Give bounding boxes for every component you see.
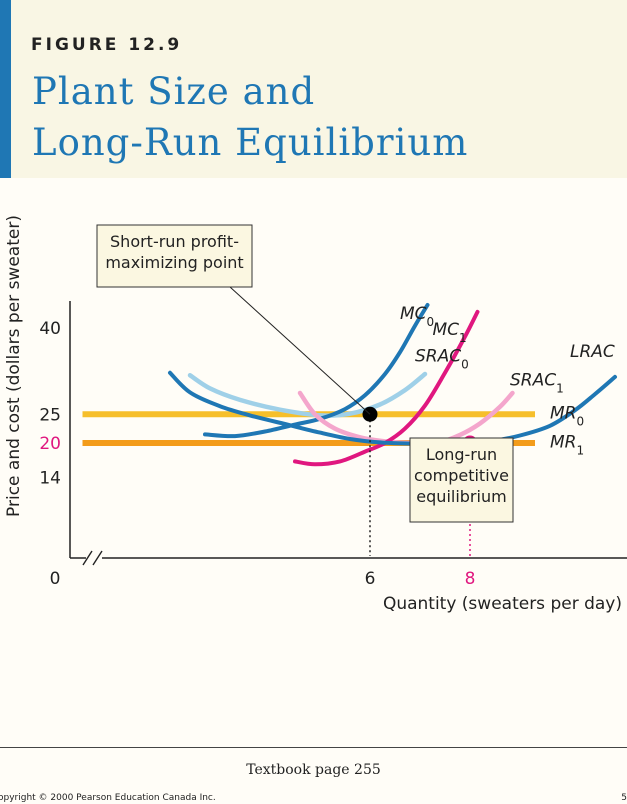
figure-header: FIGURE 12.9 Plant Size and Long-Run Equi… xyxy=(0,0,627,178)
lrac-label: LRAC xyxy=(570,342,615,362)
figure-title-line-2: Long-Run Equilibrium xyxy=(32,121,469,164)
page-number: 5 xyxy=(621,793,627,803)
tick-labels: 40 25 20 14 0 6 8 xyxy=(39,319,475,589)
y-tick-20: 20 xyxy=(39,434,61,454)
x-tick-0: 0 xyxy=(50,569,61,589)
mc1-label: MC1 xyxy=(433,320,467,345)
x-tick-8: 8 xyxy=(465,569,476,589)
long-run-callout-text: competitive xyxy=(414,466,509,485)
footer-divider xyxy=(0,747,627,748)
mr0-label: MR0 xyxy=(550,403,584,428)
y-tick-40: 40 xyxy=(39,319,61,339)
lrac-curve xyxy=(168,370,617,446)
axis-break-mark xyxy=(92,550,103,566)
long-run-callout-text: Long-run xyxy=(426,445,497,464)
y-tick-25: 25 xyxy=(39,405,61,425)
textbook-page-reference: Textbook page 255 xyxy=(246,762,381,778)
x-axis-label: Quantity (sweaters per day) xyxy=(383,594,622,614)
long-run-callout: Long-run competitive equilibrium xyxy=(409,437,514,523)
short-run-callout-text: Short-run profit- xyxy=(110,232,239,251)
figure-title: Plant Size and Long-Run Equilibrium xyxy=(32,66,468,168)
y-axis-label: Price and cost (dollars per sweater) xyxy=(4,215,24,517)
callouts: Short-run profit-maximizing point Long-ru… xyxy=(96,224,514,523)
srac1-label: SRAC1 xyxy=(510,371,564,396)
long-run-callout-text: equilibrium xyxy=(416,487,506,506)
figure-number: FIGURE 12.9 xyxy=(31,35,183,55)
mc1-curve xyxy=(293,309,480,467)
x-tick-6: 6 xyxy=(365,569,376,589)
short-run-callout-leader xyxy=(229,286,371,415)
short-run-callout: Short-run profit-maximizing point xyxy=(96,224,371,415)
curves xyxy=(82,303,617,467)
long-run-callout-box xyxy=(409,437,514,523)
srac0-label: SRAC0 xyxy=(415,346,469,371)
figure-title-line-1: Plant Size and xyxy=(32,70,316,113)
srac0-curve xyxy=(187,371,428,418)
mr1-label: MR1 xyxy=(550,433,584,458)
mc0-label: MC0 xyxy=(400,304,434,329)
short-run-callout-box xyxy=(96,224,253,288)
mc0-curve xyxy=(203,303,430,439)
y-tick-14: 14 xyxy=(39,469,61,489)
short-run-callout-text: maximizing point xyxy=(105,253,243,272)
axis-break-mark xyxy=(82,550,93,566)
copyright-notice: opyright © 2000 Pearson Education Canada… xyxy=(0,793,216,803)
axes xyxy=(69,301,627,566)
